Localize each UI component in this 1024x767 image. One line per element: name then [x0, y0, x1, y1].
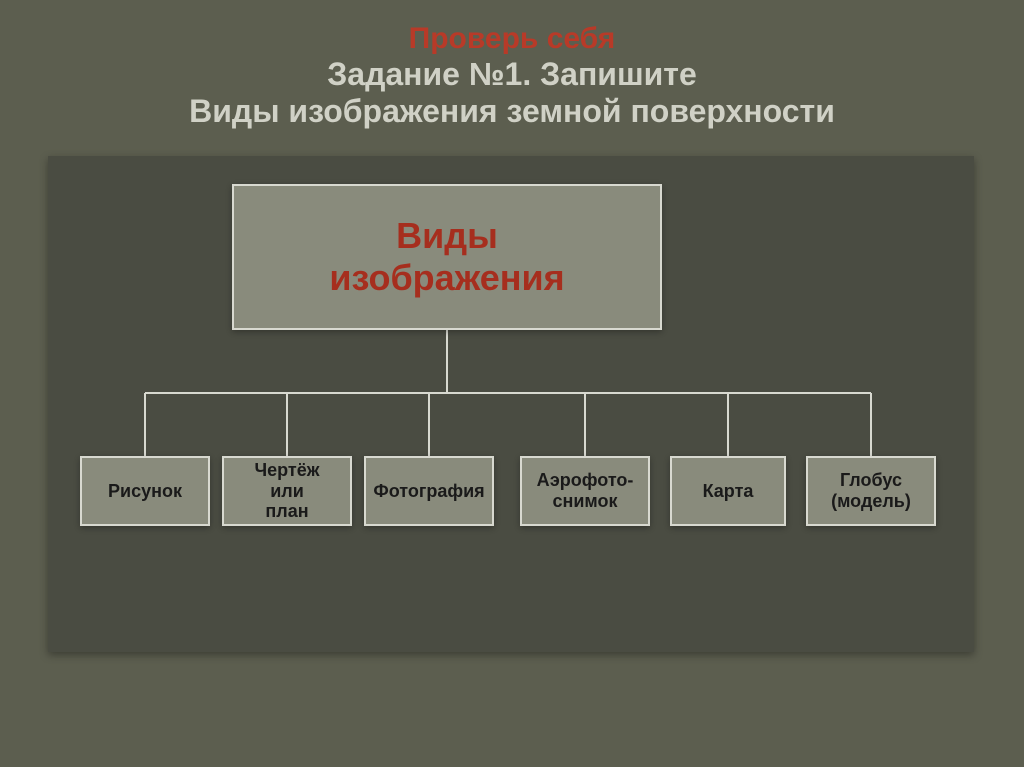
child-node-2: Фотография	[364, 456, 494, 526]
child-label-4: Карта	[703, 481, 754, 502]
slide: Проверь себя Задание №1. Запишите Виды и…	[0, 0, 1024, 767]
root-line-1: Виды	[396, 215, 498, 257]
child-node-3: Аэрофото- снимок	[520, 456, 650, 526]
child-node-0: Рисунок	[80, 456, 210, 526]
title-block: Проверь себя Задание №1. Запишите Виды и…	[0, 0, 1024, 152]
child-label-2: Фотография	[373, 481, 484, 502]
root-node: Виды изображения	[232, 184, 662, 330]
title-line-3: Виды изображения земной поверхности	[0, 93, 1024, 130]
title-line-2: Задание №1. Запишите	[0, 56, 1024, 93]
child-label-1: Чертёж или план	[254, 460, 319, 522]
root-line-2: изображения	[329, 257, 564, 299]
child-node-5: Глобус (модель)	[806, 456, 936, 526]
child-node-1: Чертёж или план	[222, 456, 352, 526]
title-line-1: Проверь себя	[0, 22, 1024, 56]
child-label-3: Аэрофото- снимок	[537, 470, 634, 511]
child-label-0: Рисунок	[108, 481, 182, 502]
child-label-5: Глобус (модель)	[831, 470, 911, 511]
child-node-4: Карта	[670, 456, 786, 526]
